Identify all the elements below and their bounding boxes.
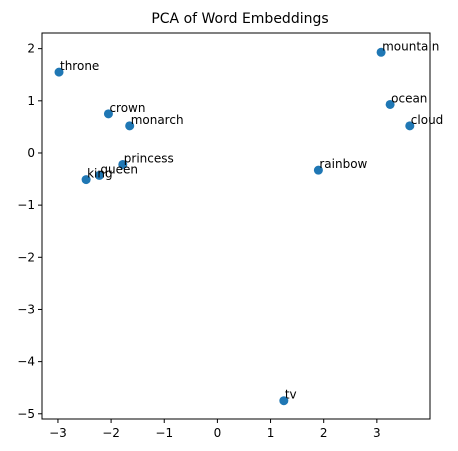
data-point-rainbow xyxy=(313,165,323,175)
point-label-throne: throne xyxy=(60,59,99,73)
y-tick-label: −5 xyxy=(17,407,35,421)
data-point-mountain xyxy=(376,47,386,57)
y-axis: −5 −4 −3 −2 −1 0 1 2 xyxy=(17,42,42,421)
data-points xyxy=(54,47,415,406)
y-tick-label: 2 xyxy=(27,42,35,56)
y-tick-label: −4 xyxy=(17,355,35,369)
x-tick-label: −1 xyxy=(155,426,173,440)
data-point-princess xyxy=(118,159,128,169)
point-label-monarch: monarch xyxy=(131,113,184,127)
point-label-queen: queen xyxy=(100,162,138,176)
point-label-tv: tv xyxy=(285,388,297,402)
data-point-crown xyxy=(103,109,113,119)
point-label-mountain: mountain xyxy=(382,39,439,53)
y-tick-label: 0 xyxy=(27,146,35,160)
plot-frame xyxy=(41,32,431,420)
y-tick-label: −3 xyxy=(17,302,35,316)
y-tick-label: −2 xyxy=(17,250,35,264)
data-point-king xyxy=(81,175,91,185)
x-tick-label: 0 xyxy=(214,426,222,440)
data-point-ocean xyxy=(385,99,395,109)
point-label-crown: crown xyxy=(109,101,145,115)
data-point-throne xyxy=(54,67,64,77)
x-tick-label: −2 xyxy=(102,426,120,440)
y-tick-label: 1 xyxy=(27,94,35,108)
point-label-king: king xyxy=(87,167,113,181)
point-label-cloud: cloud xyxy=(411,113,444,127)
data-point-tv xyxy=(279,396,289,406)
point-label-rainbow: rainbow xyxy=(319,157,367,171)
data-point-monarch xyxy=(125,121,135,131)
data-point-queen xyxy=(94,170,104,180)
point-label-princess: princess xyxy=(124,151,174,165)
chart-title: PCA of Word Embeddings xyxy=(151,11,328,27)
data-point-cloud xyxy=(405,121,415,131)
x-axis: −3 −2 −1 0 1 2 3 xyxy=(49,419,381,440)
y-tick-label: −1 xyxy=(17,198,35,212)
x-tick-label: 1 xyxy=(267,426,275,440)
x-tick-label: −3 xyxy=(49,426,67,440)
x-tick-label: 2 xyxy=(320,426,328,440)
x-tick-label: 3 xyxy=(373,426,381,440)
point-label-ocean: ocean xyxy=(391,91,427,105)
